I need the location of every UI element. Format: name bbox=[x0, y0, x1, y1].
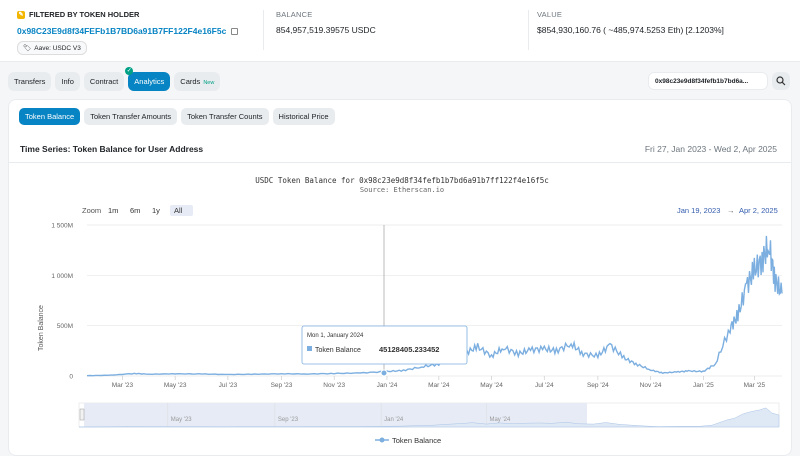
tab-info[interactable]: Info bbox=[55, 72, 80, 91]
zoom-label: Zoom bbox=[82, 206, 101, 215]
analytics-card: Token Balance Token Transfer Amounts Tok… bbox=[8, 99, 792, 456]
section-title: Time Series: Token Balance for User Addr… bbox=[20, 144, 204, 154]
y-tick-label: 500M bbox=[57, 323, 73, 330]
x-tick-label: Jan '25 bbox=[693, 382, 714, 389]
holder-address[interactable]: 0x98C23E9d8f34FEFb1B7BD6a91B7FF122F4e16F… bbox=[17, 26, 239, 36]
x-tick-labels: Mar '23 May '23 Jul '23 Sep '23 Nov '23 Jan '… bbox=[112, 376, 766, 389]
x-tick-label: Sep '23 bbox=[271, 382, 293, 389]
subtab-transfer-counts[interactable]: Token Transfer Counts bbox=[181, 108, 269, 125]
balance-column: BALANCE 854,957,519.39575 USDC bbox=[276, 10, 376, 35]
x-tick-label: Mar '24 bbox=[428, 382, 450, 389]
hover-point bbox=[380, 369, 388, 377]
x-tick-label: Jul '24 bbox=[535, 382, 554, 389]
zoom-buttons: 1m 6m 1y All bbox=[108, 205, 193, 216]
main-tabs: Transfers Info Contract ✓ Analytics Cards… bbox=[8, 67, 221, 91]
balance-label: BALANCE bbox=[276, 10, 313, 19]
y-tick-label: 0 bbox=[69, 374, 73, 381]
subtab-historical-price[interactable]: Historical Price bbox=[272, 108, 335, 125]
x-tick-label: May '23 bbox=[164, 382, 187, 389]
value-label: VALUE bbox=[537, 10, 563, 19]
section-date-range: Fri 27, Jan 2023 - Wed 2, Apr 2025 bbox=[644, 144, 777, 154]
filter-heading: ✎ FILTERED BY TOKEN HOLDER bbox=[17, 10, 238, 19]
holder-tag-label: Aave: USDC V3 bbox=[34, 44, 81, 52]
tooltip: Mon 1, January 2024 Token Balance 451284… bbox=[301, 325, 468, 365]
holder-address-text[interactable]: 0x98C23E9d8f34FEFb1B7BD6a91B7FF122F4e16F… bbox=[17, 26, 227, 36]
navigator-tick-label: May '24 bbox=[489, 417, 510, 423]
balance-value: 854,957,519.39575 USDC bbox=[276, 25, 376, 35]
filter-column: ✎ FILTERED BY TOKEN HOLDER 0x98C23E9d8f3… bbox=[17, 10, 239, 55]
tab-cards[interactable]: Cards New bbox=[174, 72, 221, 91]
new-badge: New bbox=[203, 80, 215, 86]
svg-text:6m: 6m bbox=[130, 206, 140, 215]
zoom-1m-button[interactable]: 1m bbox=[108, 206, 118, 215]
navigator-tick-label: May '23 bbox=[171, 417, 192, 423]
x-tick-label: Mar '25 bbox=[744, 382, 766, 389]
x-tick-label: Sep '24 bbox=[587, 382, 609, 389]
tooltip-value: 45128405.233452 bbox=[379, 345, 439, 354]
subtab-transfer-amounts[interactable]: Token Transfer Amounts bbox=[84, 108, 178, 125]
legend-item[interactable]: Token Balance bbox=[392, 436, 441, 445]
tag-icon: 🏷 bbox=[23, 45, 32, 52]
range-arrow: → bbox=[727, 206, 735, 215]
series-line bbox=[86, 235, 783, 377]
navigator[interactable]: May '23 Sep '23 Jan '24 May '24 bbox=[78, 402, 780, 428]
header-divider bbox=[263, 10, 264, 50]
copy-icon[interactable] bbox=[231, 27, 239, 35]
range-to[interactable]: Apr 2, 2025 bbox=[739, 206, 778, 215]
holder-header: ✎ FILTERED BY TOKEN HOLDER 0x98C23E9d8f3… bbox=[0, 0, 800, 62]
tab-analytics[interactable]: ✓ Analytics bbox=[125, 67, 171, 91]
x-tick-label: Nov '24 bbox=[640, 382, 662, 389]
zoom-all-button[interactable]: All bbox=[170, 205, 193, 216]
y-tick-label: 1 000M bbox=[51, 273, 73, 280]
zoom-6m-button[interactable]: 6m bbox=[130, 206, 140, 215]
token-balance-chart: USDC Token Balance for 0x98c23e9d8f34fef… bbox=[38, 176, 783, 445]
range-from[interactable]: Jan 19, 2023 bbox=[677, 206, 720, 215]
series-token-balance bbox=[86, 235, 783, 377]
section-divider bbox=[9, 162, 791, 163]
tab-contract[interactable]: Contract bbox=[83, 72, 125, 91]
header-divider bbox=[528, 10, 529, 50]
holder-tag[interactable]: 🏷 Aave: USDC V3 bbox=[17, 41, 87, 55]
y-tick-label: 1 500M bbox=[51, 223, 73, 230]
search-button[interactable] bbox=[772, 72, 790, 90]
value-value: $854,930,160.76 ( ~485,974.5253 Eth) [2.… bbox=[537, 25, 724, 35]
y-axis-label: Token Balance bbox=[38, 305, 45, 351]
x-tick-label: Jan '24 bbox=[377, 382, 398, 389]
x-tick-label: May '24 bbox=[480, 382, 503, 389]
svg-text:All: All bbox=[174, 206, 183, 215]
tab-transfers[interactable]: Transfers bbox=[8, 72, 52, 91]
navigator-tick-label: Sep '23 bbox=[278, 417, 299, 423]
tooltip-series: Token Balance bbox=[315, 347, 361, 354]
svg-text:1m: 1m bbox=[108, 206, 118, 215]
x-tick-label: Mar '23 bbox=[112, 382, 134, 389]
navigator-selection[interactable] bbox=[84, 403, 587, 427]
x-tick-label: Jul '23 bbox=[219, 382, 238, 389]
address-filter-text: 0x98c23e9d8f34fefb1b7bd6a... bbox=[655, 78, 749, 85]
zoom-1y-button[interactable]: 1y bbox=[152, 206, 160, 215]
chart-title: USDC Token Balance for 0x98c23e9d8f34fef… bbox=[255, 176, 549, 185]
svg-text:1y: 1y bbox=[152, 206, 160, 215]
search-icon bbox=[776, 76, 786, 86]
navigator-handle-left[interactable] bbox=[79, 408, 85, 421]
check-icon: ✓ bbox=[125, 67, 134, 75]
tooltip-date: Mon 1, January 2024 bbox=[307, 333, 364, 339]
filter-label: FILTERED BY TOKEN HOLDER bbox=[29, 10, 140, 19]
x-tick-label: Nov '23 bbox=[323, 382, 345, 389]
chart-subtitle: Source: Etherscan.io bbox=[360, 186, 444, 194]
address-filter-pill[interactable]: 0x98c23e9d8f34fefb1b7bd6a... ✕ bbox=[648, 72, 781, 90]
navigator-tick-label: Jan '24 bbox=[384, 417, 404, 423]
legend[interactable]: Token Balance bbox=[375, 436, 441, 445]
value-column: VALUE $854,930,160.76 ( ~485,974.5253 Et… bbox=[537, 10, 724, 35]
y-tick-labels: 0 500M 1 000M 1 500M bbox=[51, 223, 73, 381]
subtab-token-balance[interactable]: Token Balance bbox=[19, 108, 81, 125]
filter-icon: ✎ bbox=[17, 10, 25, 19]
analytics-subtabs: Token Balance Token Transfer Amounts Tok… bbox=[19, 108, 335, 125]
